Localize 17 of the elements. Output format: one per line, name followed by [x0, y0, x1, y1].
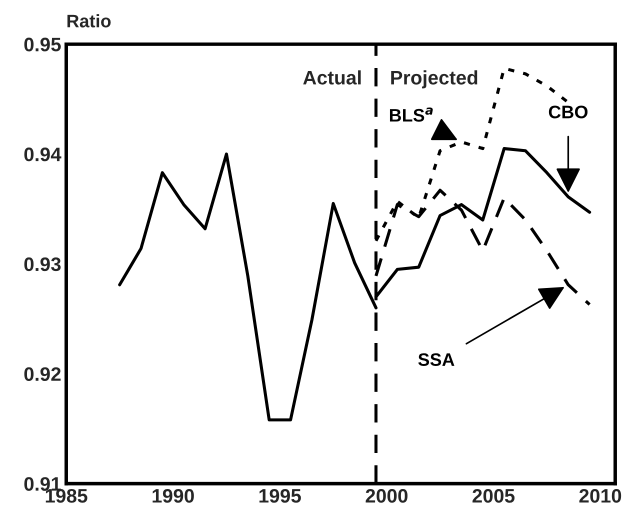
annotation: Actual	[303, 70, 361, 85]
x-tick-label: 2000	[366, 488, 408, 503]
x-tick-label: 1995	[259, 488, 301, 503]
y-tick-label: 0.93	[24, 257, 61, 272]
y-tick-label: 0.94	[24, 148, 62, 162]
x-tick-label: 1990	[152, 488, 194, 503]
x-tick-label: 2010	[579, 488, 622, 503]
text: CBO	[548, 106, 588, 118]
y-tick-label: 0.91	[24, 477, 61, 491]
series-label: BLS$^{a}$	[390, 108, 433, 122]
y-axis-title: Ratio	[67, 14, 111, 28]
x-tick-label: 2005	[472, 488, 515, 503]
x-tick-label: 1985	[46, 488, 88, 503]
annotation: Projected	[391, 70, 478, 88]
text: SSA	[418, 353, 454, 366]
y-tick-label: 0.92	[24, 367, 61, 381]
y-tick-label: 0.95	[24, 38, 61, 52]
